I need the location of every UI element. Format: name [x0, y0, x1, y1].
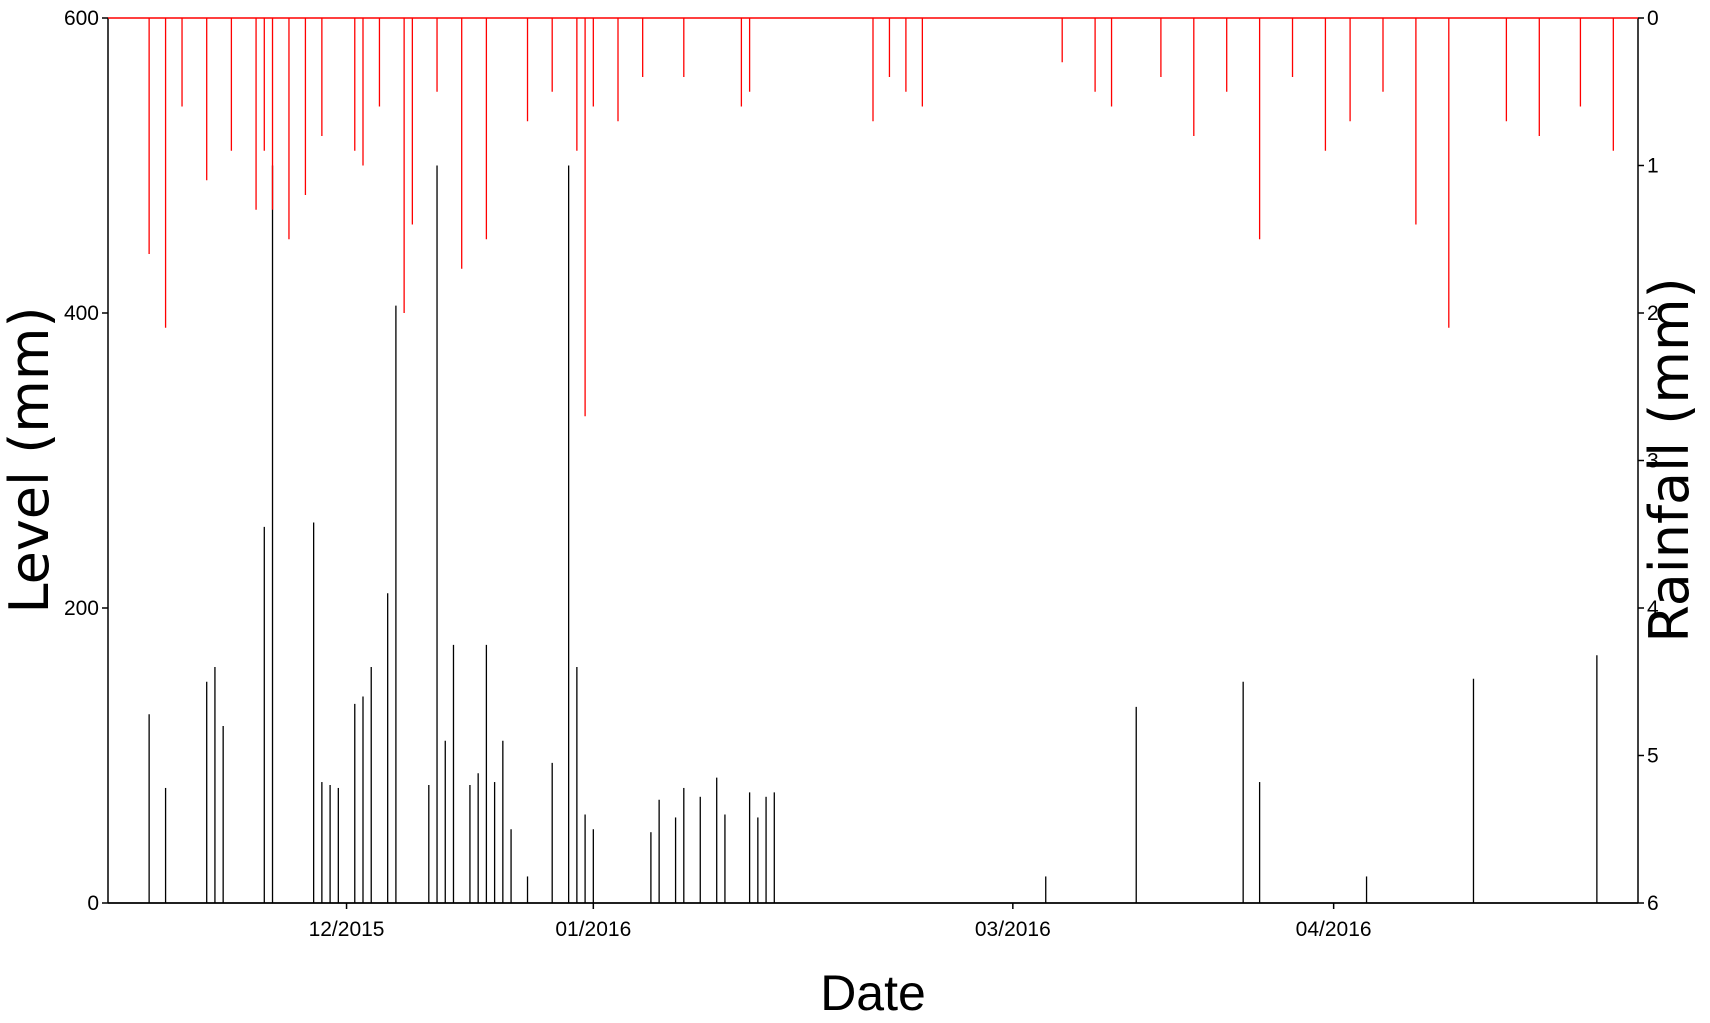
x-tick-label: 04/2016 [1296, 918, 1372, 941]
y-tick-label: 0 [87, 892, 99, 915]
y2-tick-label: 6 [1647, 892, 1659, 915]
plot-frame [107, 18, 1639, 904]
rainfall-series [108, 17, 1638, 417]
x-axis-title: Date [820, 965, 926, 1021]
y2-axis-title: Rainfall (mm) [1638, 277, 1701, 642]
y2-axis-ticks: 0 1 2 3 4 5 6 [1638, 7, 1659, 915]
x-tick-label: 12/2015 [309, 918, 385, 941]
y-axis-title: Level (mm) [0, 306, 61, 613]
y2-tick-label: 5 [1647, 745, 1659, 768]
y2-tick-label: 0 [1647, 7, 1659, 30]
y2-tick-label: 1 [1647, 155, 1659, 178]
x-tick-label: 03/2016 [975, 918, 1051, 941]
level-series [108, 165, 1638, 904]
x-tick-label: 01/2016 [555, 918, 631, 941]
y-tick-label: 400 [64, 302, 99, 325]
y-tick-label: 600 [64, 7, 99, 30]
y2-tick-label: 4 [1647, 597, 1659, 620]
x-axis-ticks: 12/2015 01/2016 03/2016 04/2016 [309, 903, 1372, 941]
y-tick-label: 200 [64, 597, 99, 620]
y2-tick-label: 2 [1647, 302, 1659, 325]
y-axis-ticks: 0 200 400 600 [64, 7, 108, 915]
y2-tick-label: 3 [1647, 450, 1659, 473]
